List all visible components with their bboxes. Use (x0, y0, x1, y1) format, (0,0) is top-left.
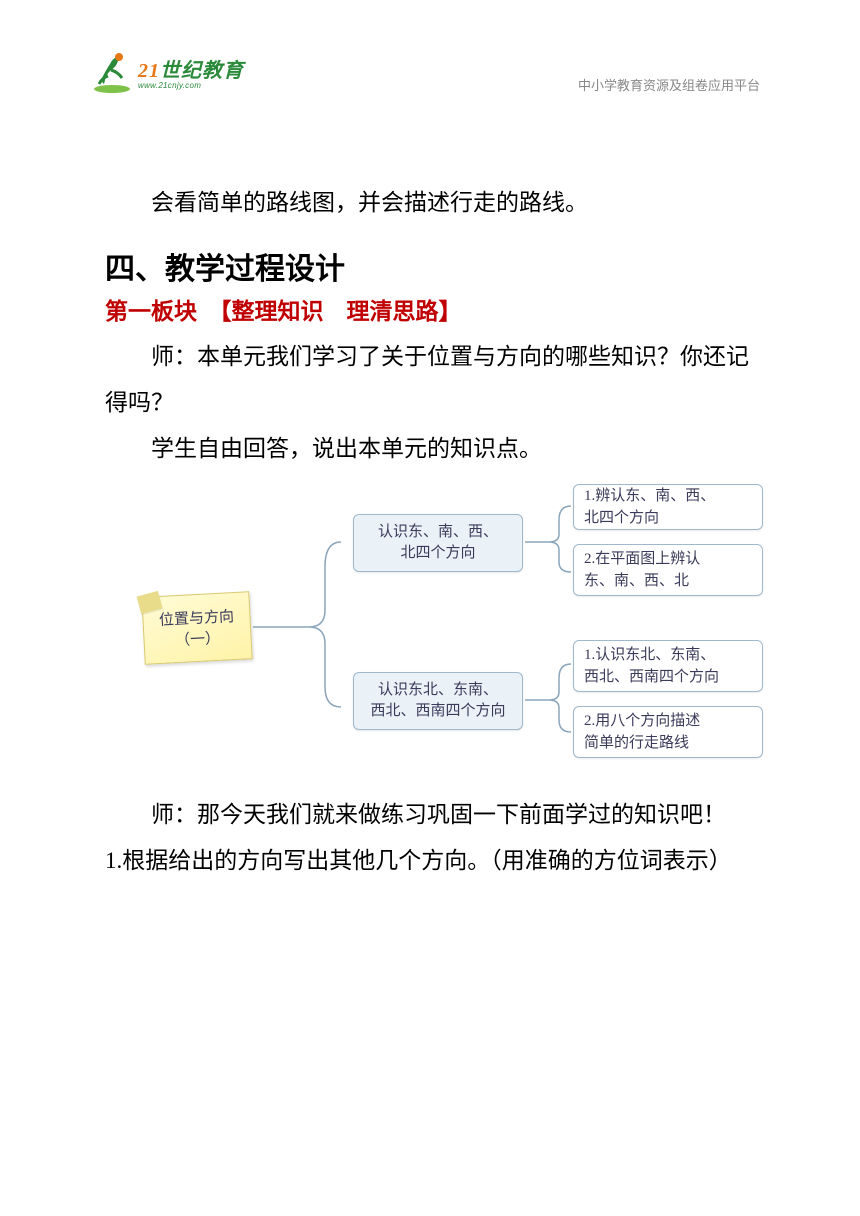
section-subheading: 第一板块 【整理知识 理清思路】 (105, 292, 755, 326)
mindmap-diagram: 位置与方向 （一） 认识东、南、西、 北四个方向 认识东北、东南、 西北、西南四… (135, 482, 775, 782)
leaf2-line2: 东、南、西、北 (584, 570, 752, 593)
page-content: 会看简单的路线图，并会描述行走的路线。 四、教学过程设计 第一板块 【整理知识 … (0, 100, 860, 884)
mid-box-2: 认识东北、东南、 西北、西南四个方向 (353, 672, 523, 730)
leaf-box-2: 2.在平面图上辨认 东、南、西、北 (573, 544, 763, 596)
leaf2-line1: 2.在平面图上辨认 (584, 548, 752, 571)
leaf-box-3: 1.认识东北、东南、 西北、西南四个方向 (573, 640, 763, 692)
paragraph-2: 学生自由回答，说出本单元的知识点。 (105, 426, 755, 472)
sticky-line1: 位置与方向 (158, 605, 234, 630)
leaf3-line1: 1.认识东北、东南、 (584, 644, 752, 667)
mid2-line1: 认识东北、东南、 (378, 680, 498, 701)
page-header: 21世纪教育 www.21cnjy.com 中小学教育资源及组卷应用平台 (0, 0, 860, 100)
paragraph-1: 师：本单元我们学习了关于位置与方向的哪些知识？你还记得吗？ (105, 334, 755, 426)
leaf3-line2: 西北、西南四个方向 (584, 666, 752, 689)
mid-box-1: 认识东、南、西、 北四个方向 (353, 514, 523, 572)
logo-21: 21 (138, 60, 160, 82)
logo-rest: 世纪教育 (160, 60, 244, 82)
brace-top-right (525, 482, 575, 602)
mid2-line2: 西北、西南四个方向 (370, 701, 505, 722)
brace-left (253, 522, 353, 722)
logo: 21世纪教育 www.21cnjy.com (90, 50, 244, 94)
leaf4-line2: 简单的行走路线 (584, 732, 752, 755)
intro-line: 会看简单的路线图，并会描述行走的路线。 (105, 180, 755, 226)
leaf-box-1: 1.辨认东、南、西、 北四个方向 (573, 484, 763, 530)
leaf1-line2: 北四个方向 (584, 507, 752, 530)
sticky-line2: （一） (175, 627, 221, 650)
section-heading: 四、教学过程设计 (105, 244, 755, 288)
sticky-note: 位置与方向 （一） (141, 591, 252, 665)
question-1: 1.根据给出的方向写出其他几个方向。（用准确的方位词表示） (105, 838, 755, 884)
logo-text: 21世纪教育 www.21cnjy.com (138, 54, 244, 90)
leaf4-line1: 2.用八个方向描述 (584, 710, 752, 733)
header-right-text: 中小学教育资源及组卷应用平台 (578, 75, 760, 94)
leaf-box-4: 2.用八个方向描述 简单的行走路线 (573, 706, 763, 758)
leaf1-line1: 1.辨认东、南、西、 (584, 485, 752, 508)
runner-icon (90, 50, 134, 94)
paragraph-3: 师：那今天我们就来做练习巩固一下前面学过的知识吧！ (105, 792, 755, 838)
brace-bottom-right (525, 640, 575, 760)
mid1-line2: 北四个方向 (400, 543, 475, 564)
mid1-line1: 认识东、南、西、 (378, 522, 498, 543)
